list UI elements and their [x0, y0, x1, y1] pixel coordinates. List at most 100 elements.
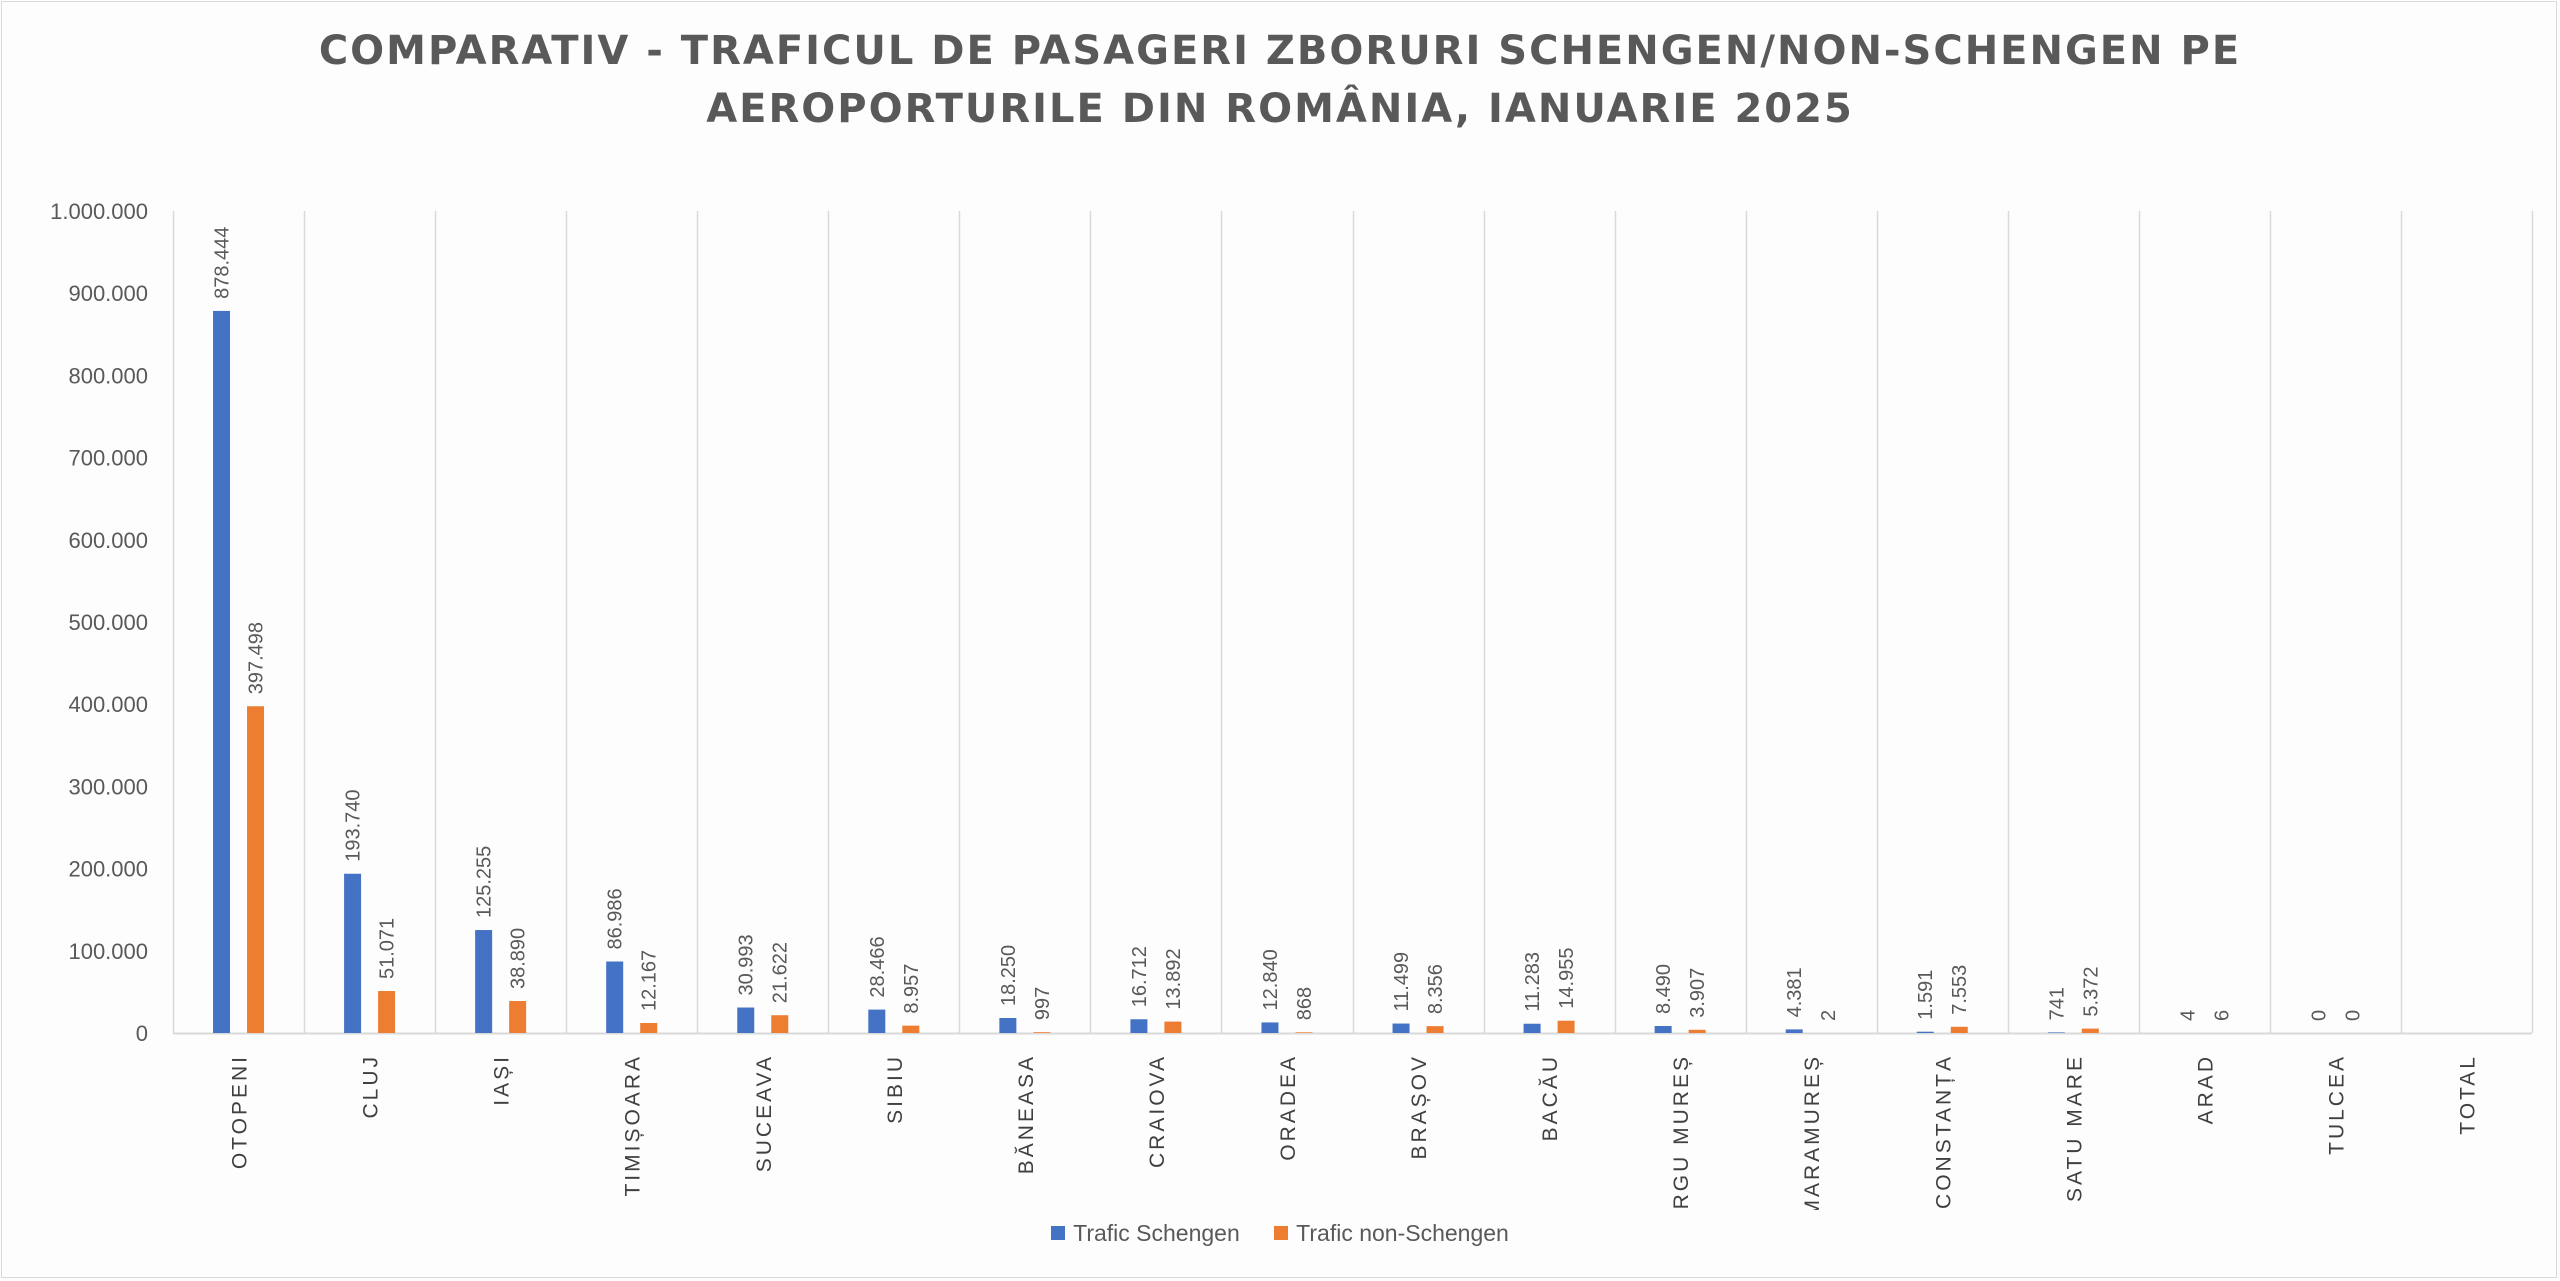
data-label-schengen: 18.250	[998, 945, 1020, 1006]
bar-non-schengen	[1557, 1020, 1575, 1033]
category-label: TIMIȘOARA	[622, 1054, 645, 1197]
data-label-schengen: 28.466	[867, 936, 889, 997]
category-label: MARAMUREȘ	[1801, 1054, 1824, 1210]
bar-non-schengen	[2081, 1028, 2099, 1033]
chart-title-line-1: COMPARATIV - TRAFICUL DE PASAGERI ZBORUR…	[318, 28, 2242, 74]
y-tick-label: 900.000	[68, 281, 148, 306]
data-label-non-schengen: 21.622	[770, 942, 792, 1003]
category-label: BACĂU	[1539, 1054, 1562, 1141]
bar-non-schengen	[1426, 1026, 1444, 1033]
bar-non-schengen	[509, 1001, 527, 1033]
data-label-non-schengen: 38.890	[508, 928, 530, 989]
gridlines	[172, 211, 2534, 1035]
category-label: SUCEAVA	[753, 1054, 776, 1172]
data-label-schengen: 1.591	[1915, 970, 1937, 1020]
chart-title: COMPARATIV - TRAFICUL DE PASAGERI ZBORUR…	[0, 22, 2560, 138]
y-tick-label: 200.000	[68, 857, 148, 882]
category-label: TOTAL	[2456, 1054, 2479, 1135]
data-label-non-schengen: 0	[2342, 1010, 2364, 1021]
data-label-schengen: 0	[2308, 1010, 2330, 1021]
category-label: OTOPENI	[229, 1054, 252, 1169]
y-tick-label: 300.000	[68, 774, 148, 799]
category-label: ARAD	[2194, 1054, 2217, 1124]
category-label: BRAȘOV	[1408, 1054, 1431, 1160]
bar-non-schengen	[247, 706, 265, 1033]
data-labels: 878.444 397.498 193.740 51.071 125.255 38.890…	[212, 227, 2365, 1021]
data-label-non-schengen: 997	[1032, 987, 1054, 1020]
y-tick-label: 400.000	[68, 692, 148, 717]
bar-schengen	[1916, 1031, 1934, 1033]
legend-item-non-schengen: Trafic non-Schengen	[1274, 1220, 1509, 1247]
data-label-schengen: 11.283	[1522, 952, 1544, 1012]
bars	[213, 310, 2230, 1033]
bar-schengen	[1392, 1023, 1410, 1033]
data-label-non-schengen: 51.071	[377, 918, 399, 979]
bar-schengen	[999, 1017, 1017, 1033]
data-label-non-schengen: 13.892	[1163, 948, 1185, 1009]
data-label-schengen: 30.993	[736, 934, 758, 995]
y-tick-label: 100.000	[68, 939, 148, 964]
bar-schengen	[606, 961, 624, 1033]
legend-label-non-schengen: Trafic non-Schengen	[1296, 1220, 1509, 1246]
category-label: TÂRGU MUREȘ	[1670, 1054, 1693, 1210]
bar-schengen	[868, 1009, 886, 1033]
legend-swatch-schengen	[1051, 1226, 1066, 1240]
category-label: ORADEA	[1277, 1054, 1300, 1161]
data-label-non-schengen: 8.356	[1425, 964, 1447, 1014]
data-label-non-schengen: 8.957	[901, 964, 923, 1014]
bar-non-schengen	[771, 1015, 789, 1033]
bar-schengen	[344, 873, 362, 1033]
category-label: CLUJ	[360, 1054, 383, 1119]
category-label: SATU MARE	[2063, 1054, 2086, 1202]
data-label-schengen: 125.255	[474, 846, 496, 918]
y-tick-label: 700.000	[68, 446, 148, 471]
data-label-non-schengen: 868	[1294, 987, 1316, 1020]
data-label-non-schengen: 397.498	[246, 622, 268, 694]
legend-swatch-non-schengen	[1274, 1226, 1289, 1240]
y-tick-label: 500.000	[68, 610, 148, 635]
bar-schengen	[1130, 1019, 1148, 1033]
bar-non-schengen	[1295, 1032, 1313, 1033]
bar-non-schengen	[1164, 1021, 1182, 1033]
legend-item-schengen: Trafic Schengen	[1051, 1220, 1240, 1247]
bar-schengen	[475, 930, 493, 1033]
bar-chart: 0 100.000 200.000 300.000 400.000 500.000 600.…	[50, 199, 2534, 1210]
bar-schengen	[1261, 1022, 1279, 1033]
category-label: CONSTANȚA	[1932, 1054, 1955, 1209]
data-label-schengen: 8.490	[1653, 964, 1675, 1014]
data-label-non-schengen: 12.167	[639, 950, 661, 1011]
category-label: IAȘI	[491, 1054, 514, 1106]
category-label: SIBIU	[884, 1054, 907, 1124]
category-label: CRAIOVA	[1146, 1054, 1169, 1168]
bar-non-schengen	[640, 1022, 658, 1033]
y-tick-label: 0	[136, 1021, 148, 1046]
y-tick-label: 1.000.000	[50, 199, 148, 224]
data-label-schengen: 86.986	[605, 888, 627, 949]
data-label-schengen: 12.840	[1260, 949, 1282, 1010]
data-label-non-schengen: 3.907	[1687, 968, 1709, 1018]
bar-schengen	[213, 310, 231, 1033]
data-label-schengen: 11.499	[1391, 952, 1413, 1012]
data-label-non-schengen: 2	[1818, 1010, 1840, 1021]
bar-schengen	[1785, 1029, 1803, 1033]
x-axis-categories: OTOPENI CLUJ IAȘI TIMIȘOARA SUCEAVA SIBIU BĂNE…	[229, 1054, 2480, 1210]
bar-schengen	[2047, 1032, 2065, 1033]
bar-non-schengen	[1688, 1029, 1706, 1033]
y-tick-label: 600.000	[68, 528, 148, 553]
y-tick-label: 800.000	[68, 363, 148, 388]
bar-non-schengen	[1950, 1026, 1968, 1033]
data-label-non-schengen: 7.553	[1949, 965, 1971, 1015]
bar-non-schengen	[1033, 1032, 1051, 1033]
bar-schengen	[1523, 1023, 1541, 1033]
data-label-non-schengen: 14.955	[1556, 948, 1578, 1009]
bar-non-schengen	[902, 1025, 920, 1033]
chart-title-line-2: AEROPORTURILE DIN ROMÂNIA, IANUARIE 2025	[706, 86, 1854, 132]
bar-schengen	[1654, 1026, 1672, 1033]
data-label-schengen: 4	[2177, 1010, 2199, 1021]
category-label: BĂNEASA	[1015, 1054, 1038, 1174]
legend: Trafic Schengen Trafic non-Schengen	[0, 1220, 2560, 1247]
data-label-schengen: 4.381	[1784, 967, 1806, 1017]
y-axis-ticks: 0 100.000 200.000 300.000 400.000 500.000 600.…	[50, 199, 148, 1046]
data-label-schengen: 878.444	[212, 227, 234, 299]
